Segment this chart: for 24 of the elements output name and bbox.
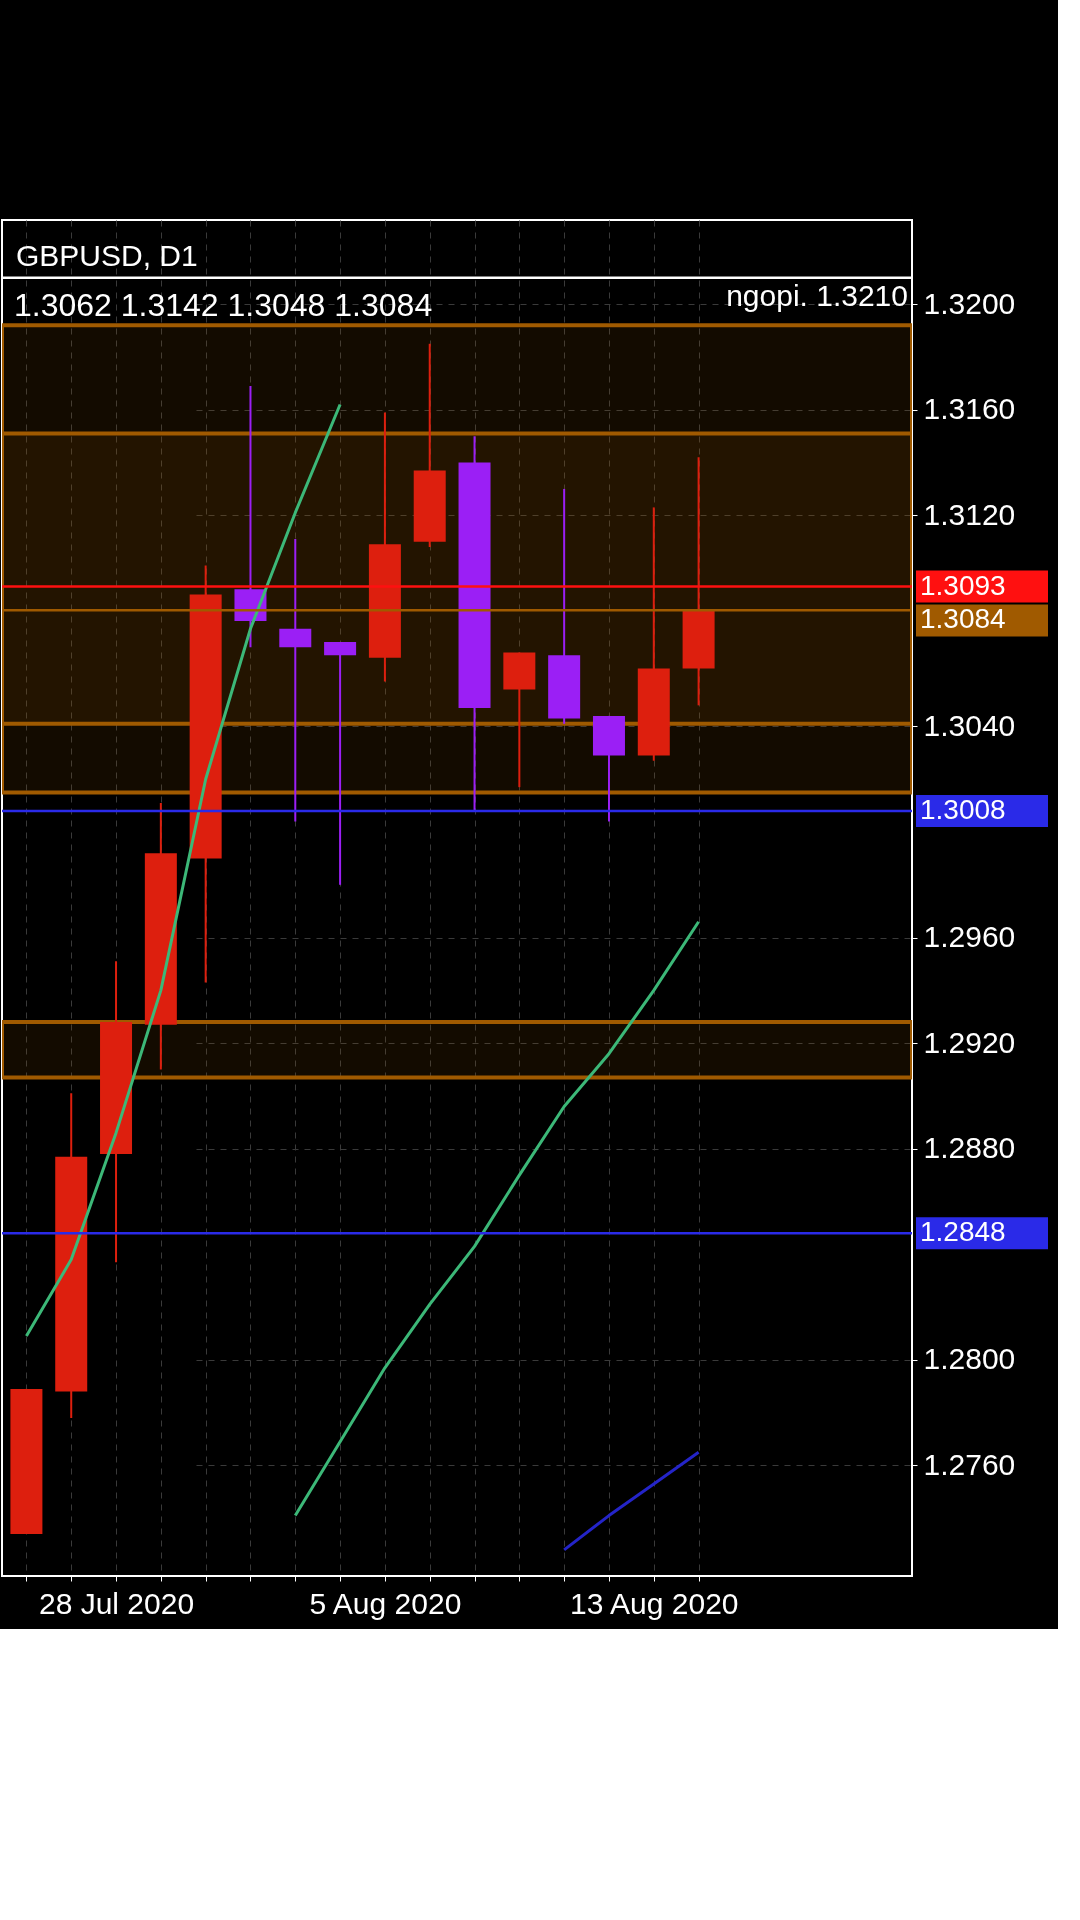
x-tick-label: 5 Aug 2020 [309, 1586, 462, 1620]
line-series [24, 402, 342, 1338]
y-tick-label: 1.2960 [923, 920, 1016, 954]
candlestick [279, 538, 312, 823]
y-tick-label: 1.2760 [923, 1447, 1016, 1481]
y-tick-label: 1.3040 [923, 708, 1016, 742]
ref-line-label: 1.3008 [920, 793, 1006, 825]
y-tick-label: 1.3160 [923, 392, 1016, 426]
annotation: 1.3062 1.3142 1.3048 1.3084 [14, 287, 433, 323]
y-tick-label: 1.2880 [923, 1131, 1016, 1165]
text: GBPUSD, D1 [16, 239, 198, 272]
ref-line-label: 1.2848 [920, 1216, 1006, 1248]
ref-line-label: 1.3093 [920, 569, 1006, 601]
candlestick [324, 641, 357, 886]
y-tick-label: 1.3200 [923, 286, 1016, 320]
y-tick-label: 1.2920 [923, 1025, 1016, 1059]
y-tick-label: 1.2800 [923, 1342, 1016, 1376]
ref-line-label: ngopi. 1.3210 [726, 278, 908, 312]
x-tick-label: 13 Aug 2020 [570, 1586, 739, 1620]
x-tick-label: 28 Jul 2020 [38, 1586, 195, 1620]
y-tick-label: 1.3120 [923, 497, 1016, 531]
ref-line-label: 1.3084 [920, 603, 1006, 635]
line-series [562, 1450, 701, 1552]
line-series [293, 920, 701, 1518]
